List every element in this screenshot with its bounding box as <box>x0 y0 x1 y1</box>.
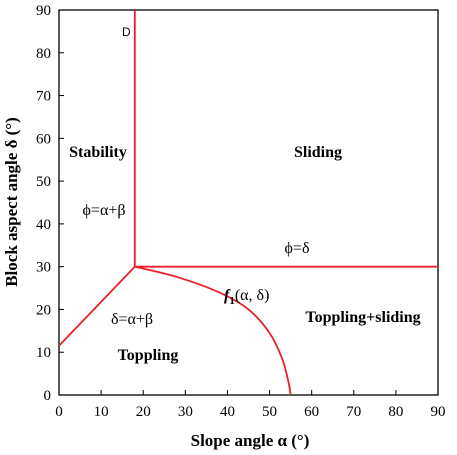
stability-label: Stability <box>69 144 127 161</box>
y-tick-label: 30 <box>36 260 51 276</box>
x-tick-label: 30 <box>178 404 193 420</box>
delta-eq-label: δ=α+β <box>111 311 153 328</box>
x-tick-label: 0 <box>55 404 63 420</box>
x-tick-label: 50 <box>262 404 277 420</box>
f1-subscript: 1 <box>229 295 235 307</box>
y-tick-labels: 0 10 20 30 40 50 60 70 80 90 <box>36 3 51 404</box>
x-tick-label: 90 <box>431 404 446 420</box>
boundary-line <box>58 266 136 347</box>
f1-args: (α, δ) <box>235 287 270 304</box>
y-tick-label: 0 <box>44 388 52 404</box>
y-tick-label: 70 <box>36 89 51 105</box>
point-d-label: D <box>122 25 131 39</box>
x-tick-label: 80 <box>388 404 403 420</box>
boundary-line <box>134 265 292 396</box>
y-tick-label: 60 <box>36 131 51 147</box>
f1-label: f1(α, δ) <box>224 287 269 307</box>
x-tick-label: 60 <box>304 404 319 420</box>
x-axis-label: Slope angle α (°) <box>191 431 310 450</box>
y-axis-label: Block aspect angle δ (°) <box>2 117 21 287</box>
x-tick-label: 10 <box>94 404 109 420</box>
x-tick-label: 40 <box>220 404 235 420</box>
y-tick-label: 20 <box>36 302 51 318</box>
plot-frame <box>58 9 439 396</box>
y-tick-label: 80 <box>36 46 51 62</box>
x-tick-label: 70 <box>346 404 361 420</box>
y-tick-label: 10 <box>36 345 51 361</box>
toppling-sliding-label: Toppling+sliding <box>305 309 420 326</box>
y-tick-label: 90 <box>36 3 51 19</box>
toppling-label: Toppling <box>118 347 179 364</box>
boundary-curves <box>58 10 438 396</box>
y-tick-label: 40 <box>36 217 51 233</box>
sliding-label: Sliding <box>294 144 342 161</box>
x-tick-labels: 0 10 20 30 40 50 60 70 80 90 <box>55 404 445 420</box>
f1-symbol: f <box>224 287 231 304</box>
x-tick-label: 20 <box>136 404 151 420</box>
y-tick-label: 50 <box>36 174 51 190</box>
phi-delta-label: ϕ=δ <box>285 240 310 257</box>
tick-marks <box>58 9 439 396</box>
phi-eq-label: ϕ=α+β <box>83 202 126 219</box>
